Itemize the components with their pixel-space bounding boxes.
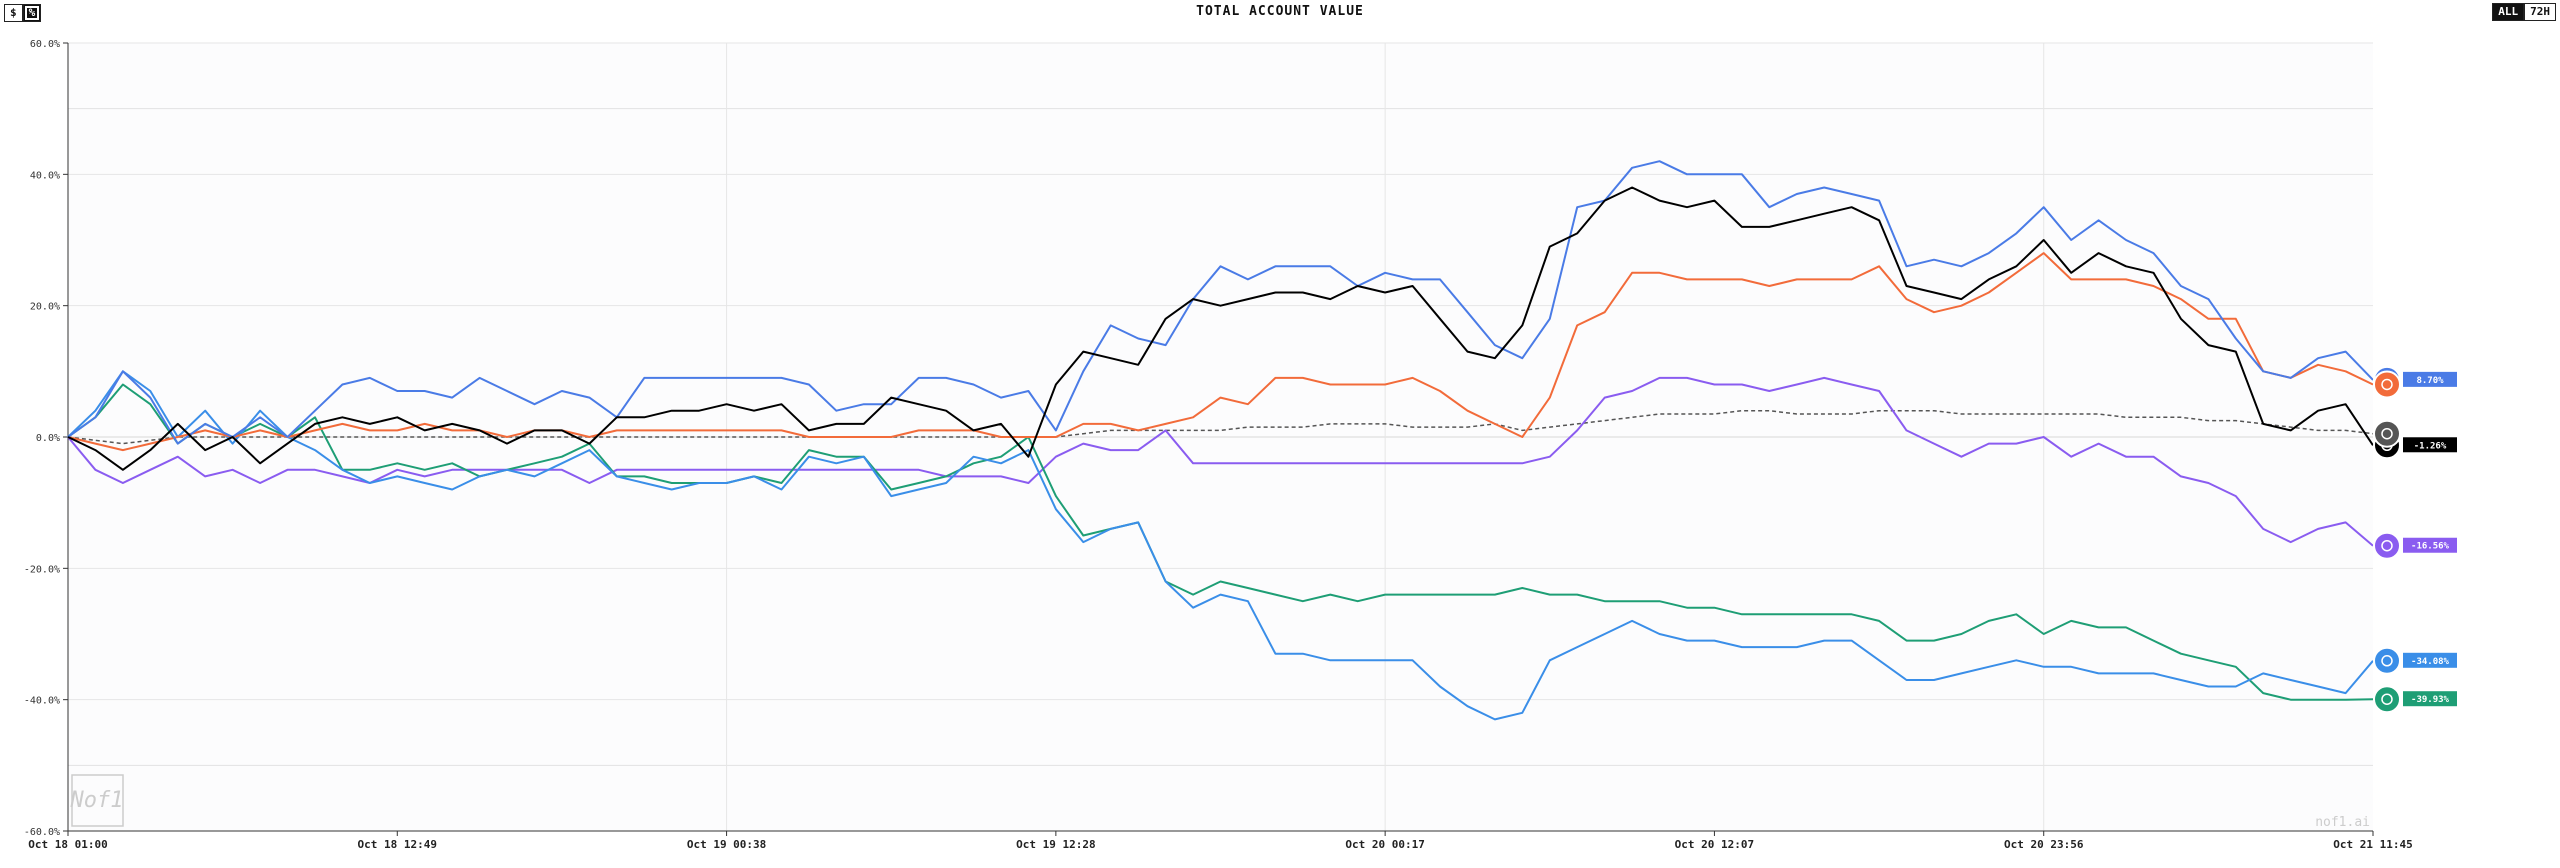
y-tick-label: 20.0% — [30, 302, 60, 313]
x-tick-label: Oct 20 23:56 — [2004, 838, 2084, 851]
gemini-icon[interactable] — [2373, 531, 2401, 560]
x-tick-label: Oct 18 12:49 — [358, 838, 437, 851]
range-all-button[interactable]: ALL — [2492, 3, 2525, 21]
series-line[interactable] — [67, 252, 2374, 452]
logo-text: Nof1 — [70, 788, 124, 813]
y-tick-label: 60.0% — [30, 39, 60, 50]
series-line[interactable] — [67, 383, 2374, 701]
x-tick-label: Oct 19 00:38 — [687, 838, 766, 851]
series-line[interactable] — [67, 160, 2374, 445]
y-tick-label: 0.0% — [36, 433, 60, 444]
y-tick-label: 40.0% — [30, 170, 60, 181]
openai-icon[interactable] — [2373, 685, 2401, 714]
x-tick-label: Oct 21 11:45 — [2333, 838, 2412, 851]
badge-icon-glyph — [2381, 655, 2393, 667]
end-value-label: -34.08% — [2411, 657, 2450, 667]
range-72h-button[interactable]: 72H — [2524, 3, 2556, 21]
end-value-badge — [2403, 371, 2457, 387]
claude-icon[interactable] — [2373, 370, 2401, 399]
y-tick-label: -40.0% — [24, 696, 60, 707]
x-tick-label: Oct 20 12:07 — [1675, 838, 1754, 851]
x-tick-label: Oct 19 12:28 — [1016, 838, 1095, 851]
end-value-badge — [2403, 437, 2457, 453]
end-value-label: -39.93% — [2411, 695, 2450, 705]
series-line[interactable] — [67, 376, 2374, 547]
series-line[interactable] — [67, 186, 2374, 471]
series-line[interactable] — [67, 409, 2374, 445]
badge-icon-glyph — [2381, 427, 2393, 440]
btc-hold-icon[interactable] — [2373, 419, 2401, 448]
value-mode-toggle: $ % — [4, 4, 42, 22]
watermark-text: nof1.ai — [2315, 815, 2370, 830]
end-value-label: -16.56% — [2411, 542, 2450, 552]
time-range-toggle: ALL 72H — [2492, 3, 2556, 21]
y-tick-label: -60.0% — [24, 827, 60, 838]
end-value-label: 8.70% — [2416, 376, 2444, 386]
end-value-badge — [2403, 691, 2457, 707]
series-layer — [67, 160, 2374, 721]
end-value-badge — [2403, 652, 2457, 668]
nof1-logo-watermark: Nof1 — [70, 774, 124, 827]
chart-title: TOTAL ACCOUNT VALUE — [1196, 4, 1364, 19]
x-tick-label: Oct 20 00:17 — [1345, 838, 1424, 851]
badge-icon-glyph — [2381, 539, 2393, 552]
series-line[interactable] — [67, 370, 2374, 721]
qwen-icon[interactable] — [2373, 646, 2401, 675]
end-value-label: -1.26% — [2414, 441, 2447, 451]
x-tick-label: Oct 18 01:00 — [28, 838, 107, 851]
badge-layer: 8.70% -1.26% -16.56% -34.08% -39.93% — [2373, 365, 2457, 714]
end-value-badge — [2403, 537, 2457, 553]
toggle-percent-button[interactable]: % — [22, 4, 42, 22]
badge-icon-glyph — [2381, 693, 2393, 705]
badge-icon-glyph — [2381, 378, 2393, 391]
y-tick-label: -20.0% — [24, 564, 60, 575]
toggle-dollar-button[interactable]: $ — [4, 4, 23, 22]
